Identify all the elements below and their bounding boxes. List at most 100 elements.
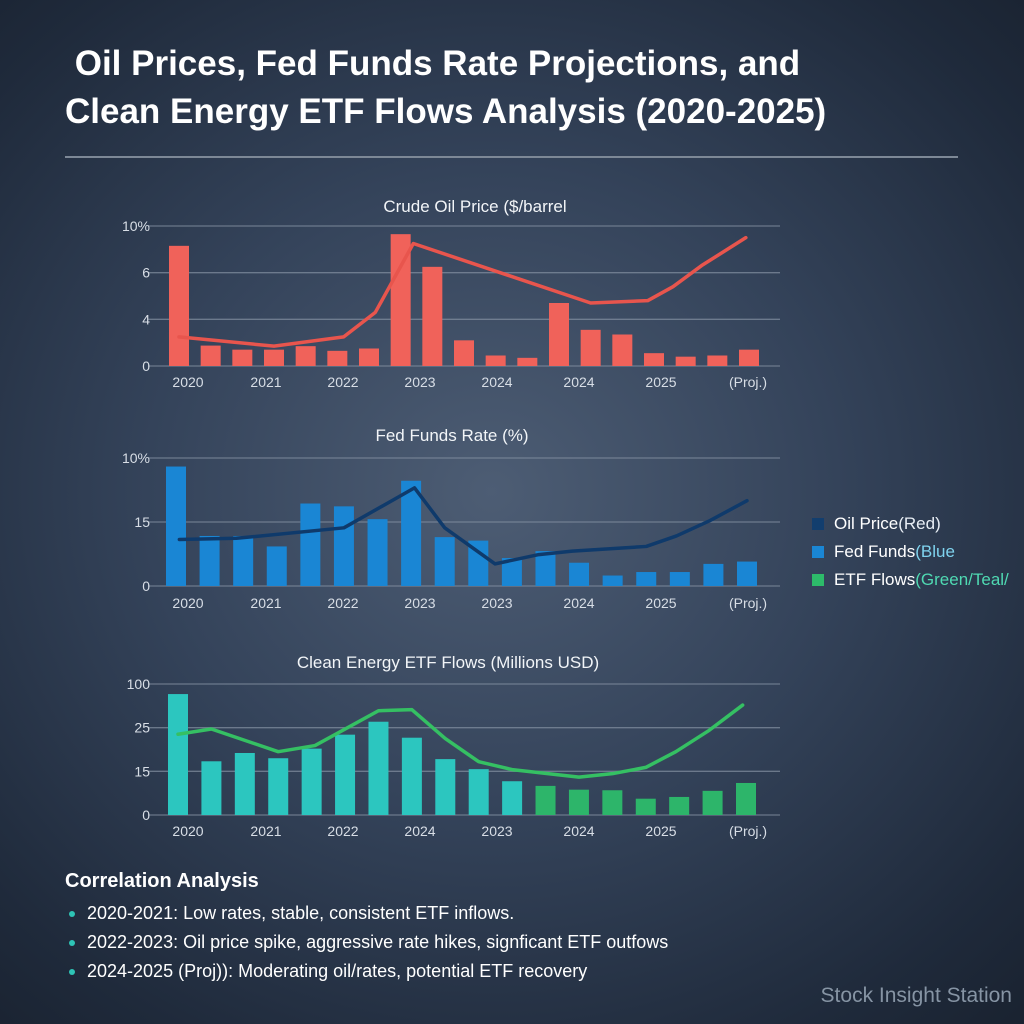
x-tick-label: 2022 <box>327 595 358 611</box>
title-divider <box>65 156 958 158</box>
bar <box>168 694 188 815</box>
legend-swatch <box>812 574 824 586</box>
bar <box>335 734 356 815</box>
bar <box>602 575 623 586</box>
x-tick-label: 2021 <box>250 823 281 839</box>
y-tick-label: 10% <box>122 218 150 234</box>
bar <box>535 551 556 586</box>
bar <box>266 546 287 586</box>
trend-line <box>177 486 749 566</box>
bar <box>401 480 422 586</box>
bar <box>333 506 354 586</box>
bullet-item: 2022-2023: Oil price spike, aggressive r… <box>65 928 668 957</box>
bullet-text: 2022-2023: Oil price spike, aggressive r… <box>87 932 669 952</box>
bar <box>359 348 379 366</box>
x-tick-label: 2025 <box>645 823 676 839</box>
bar <box>636 572 657 586</box>
y-tick-label: 0 <box>142 358 150 374</box>
x-tick-label: (Proj.) <box>729 595 767 611</box>
bar <box>234 752 255 815</box>
title-line-2: Clean Energy ETF Flows Analysis (2020-20… <box>65 92 827 131</box>
chart-1: Crude Oil Price ($/barrel 0 4 6 10% 2020 2021 2… <box>122 197 780 390</box>
bar <box>368 721 389 815</box>
x-tick-label: 2023 <box>404 595 435 611</box>
bar <box>675 356 696 366</box>
y-tick-label: 6 <box>142 265 150 281</box>
x-tick-label: 2021 <box>250 374 281 390</box>
bar <box>612 334 633 366</box>
x-tick-label: 2022 <box>327 374 358 390</box>
x-tick-label: 2024 <box>481 374 512 390</box>
bar <box>736 782 756 815</box>
bar <box>367 519 388 586</box>
chart-title: Crude Oil Price ($/barrel <box>383 197 566 216</box>
bar <box>707 355 728 366</box>
watermark: Stock Insight Station <box>820 984 1012 1007</box>
bar <box>702 790 723 815</box>
x-tick-label: 2024 <box>404 823 435 839</box>
correlation-heading: Correlation Analysis <box>65 870 259 892</box>
y-tick-label: 0 <box>142 578 150 594</box>
x-tick-label: 2024 <box>563 823 594 839</box>
bar <box>580 329 601 366</box>
chart-2: Fed Funds Rate (%) 0 15 10% 2020 2021 2022 2023… <box>122 426 780 611</box>
bar <box>737 561 757 586</box>
bar <box>295 346 316 366</box>
x-tick-label: 2023 <box>481 595 512 611</box>
x-tick-label: 2024 <box>563 374 594 390</box>
y-tick-label: 10% <box>122 450 150 466</box>
y-tick-label: 4 <box>142 311 150 327</box>
bar <box>468 540 489 586</box>
bar <box>300 503 321 586</box>
bar <box>568 789 589 815</box>
bar <box>422 266 443 366</box>
legend-label: Oil Price <box>834 514 899 533</box>
bar <box>669 796 690 815</box>
bullet-text: 2024-2025 (Proj)): Moderating oil/rates,… <box>87 961 588 981</box>
legend-swatch <box>812 546 824 558</box>
bar <box>644 353 664 366</box>
x-tick-label: 2025 <box>645 374 676 390</box>
legend-item-oil: Oil Price (Red) <box>812 510 1009 538</box>
x-tick-label: 2020 <box>172 374 203 390</box>
bar <box>602 790 623 815</box>
legend-swatch <box>812 518 824 530</box>
bar <box>485 355 506 366</box>
bar <box>569 562 590 586</box>
x-tick-label: 2024 <box>563 595 594 611</box>
bar <box>199 535 220 586</box>
bar <box>517 357 538 366</box>
trend-line <box>177 235 748 348</box>
bar <box>233 535 254 586</box>
bar <box>200 345 221 366</box>
x-tick-label: 2022 <box>327 823 358 839</box>
legend-label: ETF Flows <box>834 570 916 589</box>
bar <box>268 758 289 815</box>
bullet-item: 2024-2025 (Proj)): Moderating oil/rates,… <box>65 957 668 986</box>
x-tick-label: 2020 <box>172 823 203 839</box>
bar <box>390 234 411 366</box>
bar <box>703 563 724 586</box>
x-tick-label: 2025 <box>645 595 676 611</box>
x-tick-label: (Proj.) <box>729 374 767 390</box>
bar <box>435 759 456 815</box>
chart-title: Fed Funds Rate (%) <box>375 426 528 445</box>
legend-item-etf: ETF Flows (Green/Teal/ <box>812 566 1009 594</box>
bar <box>502 781 523 815</box>
bar <box>535 785 556 815</box>
x-tick-label: 2020 <box>172 595 203 611</box>
bullet-dot-icon <box>69 968 75 975</box>
correlation-analysis: Correlation Analysis 2020-2021: Low rate… <box>65 870 668 986</box>
bullet-item: 2020-2021: Low rates, stable, consistent… <box>65 899 668 928</box>
legend-suffix: (Green/Teal/ <box>915 570 1009 589</box>
bar <box>739 349 759 366</box>
trend-line <box>176 703 745 779</box>
bar <box>401 737 422 815</box>
title-line-1: Oil Prices, Fed Funds Rate Projections, … <box>65 44 801 83</box>
legend-label: Fed Funds <box>834 542 916 561</box>
bar <box>327 350 348 366</box>
bullet-dot-icon <box>69 910 75 917</box>
bar <box>301 748 322 815</box>
legend-item-fed: Fed Funds (Blue <box>812 538 1009 566</box>
